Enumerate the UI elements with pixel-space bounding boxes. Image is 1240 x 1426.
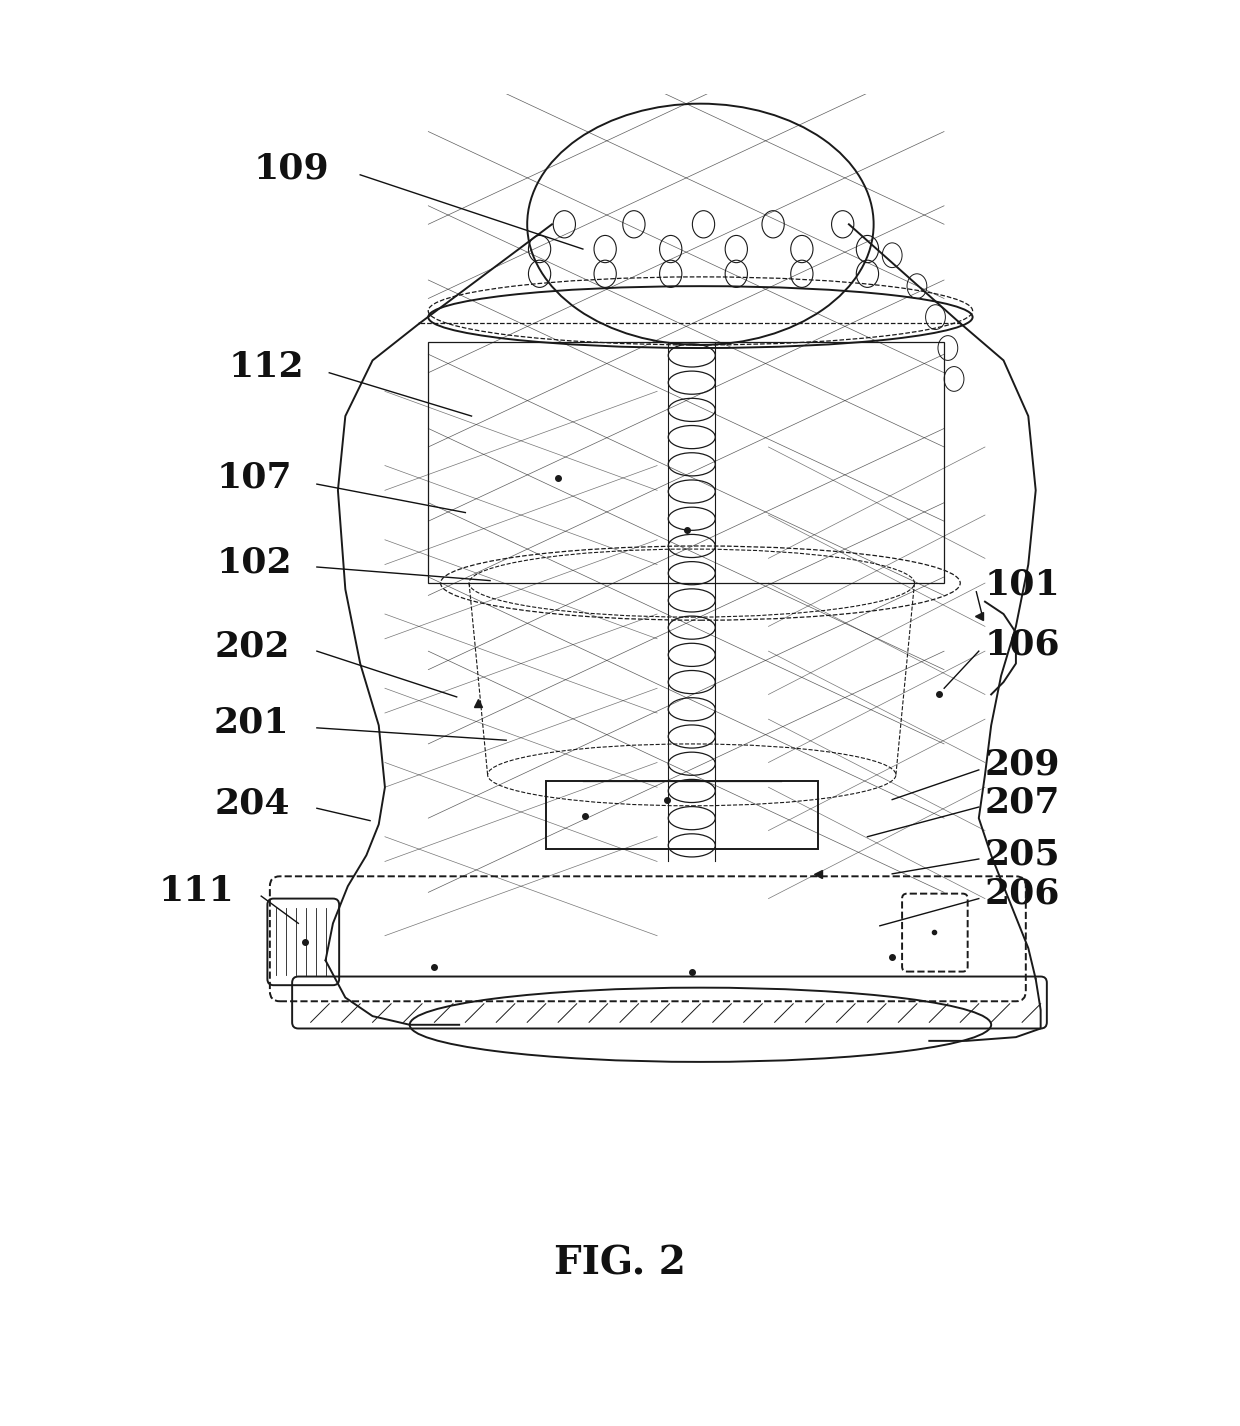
Text: 111: 111 [159,874,234,908]
Text: FIG. 2: FIG. 2 [554,1245,686,1282]
Text: 202: 202 [215,629,290,663]
Bar [546,781,818,848]
Text: 205: 205 [985,837,1060,871]
Text: 107: 107 [217,461,293,495]
Text: 207: 207 [985,786,1060,819]
Text: 109: 109 [254,151,330,185]
Text: 204: 204 [215,786,290,820]
Text: 201: 201 [215,706,290,740]
Text: 206: 206 [985,877,1060,911]
Text: 102: 102 [217,545,293,579]
Text: 209: 209 [985,749,1060,781]
Text: 106: 106 [985,627,1060,662]
Text: 112: 112 [229,349,305,384]
Text: 101: 101 [985,568,1060,602]
